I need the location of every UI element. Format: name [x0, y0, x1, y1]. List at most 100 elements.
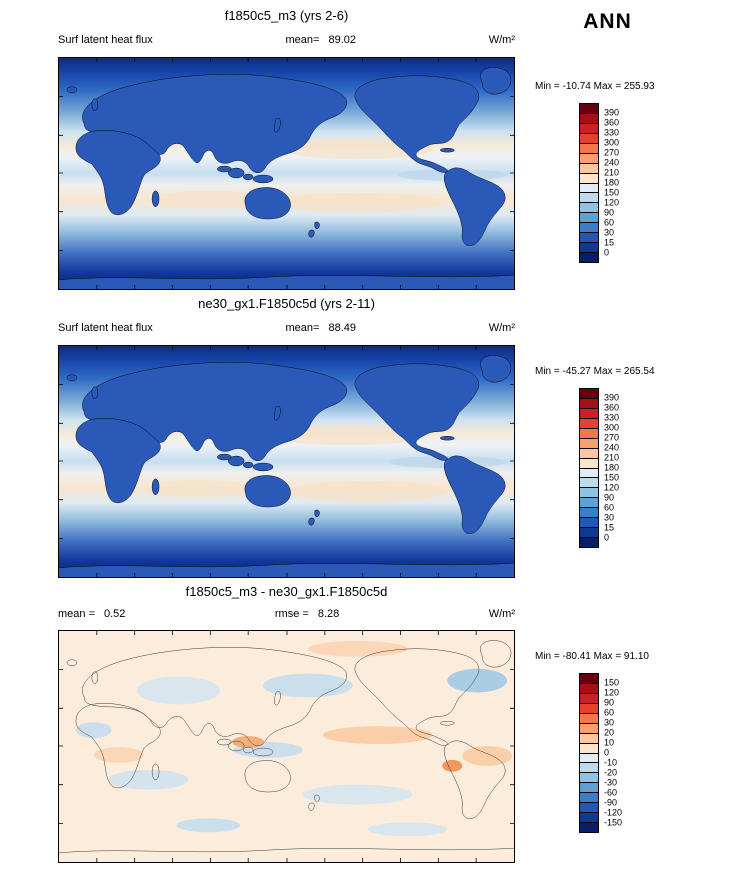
colorbar-tick-label: 360: [604, 402, 620, 413]
colorbar-tick-label: 120: [604, 687, 620, 698]
panel2-mean-label: mean=: [285, 322, 320, 334]
panel1-mean-label: mean=: [285, 34, 320, 46]
colorbar-segment: [580, 458, 598, 469]
panel2-colorbar: 390 360 330 300 270 240 210 180 150 120 90 60 30 15 0: [579, 388, 619, 548]
colorbar-tick-label: 60: [604, 217, 615, 228]
colorbar-segment: [580, 213, 598, 224]
colorbar-segment: [580, 813, 598, 824]
panel2-title: ne30_gx1.F1850c5d (yrs 2-11): [198, 296, 375, 311]
colorbar-segment: [580, 143, 598, 154]
colorbar-tick-label: 0: [604, 747, 610, 758]
panel3-rmse-value: 8.28: [317, 608, 340, 620]
colorbar-tick-label: -10: [604, 757, 618, 768]
colorbar-tick-label: 180: [604, 462, 620, 473]
panel2-mean-value: 88.49: [328, 322, 356, 334]
panel1-minmax: Min = -10.74 Max = 255.93: [535, 81, 655, 92]
colorbar-segment: [580, 674, 598, 684]
colorbar-tick-label: -60: [604, 787, 618, 798]
colorbar-tick-label: 240: [604, 157, 620, 168]
colorbar-tick-label: -30: [604, 777, 618, 788]
colorbar-segment: [580, 153, 598, 164]
panel1-stats-row: Surf latent heat flux mean= 89.02 W/m²: [58, 34, 515, 46]
panel2-units: W/m²: [488, 322, 515, 334]
colorbar-segment: [580, 508, 598, 519]
panel3-rmse-label: rmse =: [274, 608, 309, 620]
colorbar-segment: [580, 183, 598, 194]
colorbar-segment: [580, 723, 598, 734]
colorbar-tick-label: 330: [604, 412, 620, 423]
colorbar-tick-label: 270: [604, 432, 620, 443]
colorbar-tick-label: 30: [604, 717, 615, 728]
colorbar-labels: 390 360 330 300 270 240 210 180 150 120 90 60 30 15 0: [604, 103, 644, 263]
colorbar-segment: [580, 528, 598, 539]
colorbar-segments: [579, 103, 599, 263]
colorbar-segment: [580, 753, 598, 764]
colorbar-segment: [580, 203, 598, 214]
colorbar-segment: [580, 468, 598, 479]
panel2-stats-row: Surf latent heat flux mean= 88.49 W/m²: [58, 322, 515, 334]
difference-anomaly-blobs: [75, 640, 513, 837]
colorbar-segment: [580, 518, 598, 529]
colorbar-tick-label: 210: [604, 167, 620, 178]
colorbar-tick-label: 150: [604, 187, 620, 198]
colorbar-segment: [580, 743, 598, 754]
colorbar-tick-label: 60: [604, 502, 615, 513]
colorbar-segment: [580, 783, 598, 794]
panel3-stats-row: mean = 0.52 rmse = 8.28 W/m²: [58, 608, 515, 620]
colorbar-tick-label: 90: [604, 207, 615, 218]
colorbar-tick-label: -120: [604, 807, 623, 818]
colorbar-tick-label: -150: [604, 817, 623, 828]
colorbar-segment: [580, 398, 598, 409]
colorbar-tick-label: 150: [604, 472, 620, 483]
colorbar-tick-label: 30: [604, 227, 615, 238]
colorbar-segment: [580, 223, 598, 234]
colorbar-tick-label: -90: [604, 797, 618, 808]
colorbar-segment: [580, 538, 598, 547]
colorbar-tick-label: 20: [604, 727, 615, 738]
colorbar-segment: [580, 478, 598, 489]
colorbar-segment: [580, 793, 598, 804]
colorbar-segment: [580, 418, 598, 429]
colorbar-tick-label: 90: [604, 697, 615, 708]
colorbar-tick-label: 300: [604, 422, 620, 433]
colorbar-tick-label: 390: [604, 392, 620, 403]
panel2-map: [58, 345, 515, 578]
colorbar-tick-label: 150: [604, 677, 620, 688]
colorbar-tick-label: 210: [604, 452, 620, 463]
colorbar-tick-label: -20: [604, 767, 618, 778]
colorbar-segment: [580, 193, 598, 204]
colorbar-segment: [580, 253, 598, 262]
colorbar-tick-label: 390: [604, 107, 620, 118]
panel1-title: f1850c5_m3 (yrs 2-6): [224, 8, 349, 23]
colorbar-segment: [580, 173, 598, 184]
colorbar-tick-label: 15: [604, 237, 615, 248]
colorbar-tick-label: 330: [604, 127, 620, 138]
world-map-model2: [59, 346, 514, 577]
colorbar-segments: [579, 673, 599, 833]
colorbar-tick-label: 120: [604, 482, 620, 493]
colorbar-tick-label: 180: [604, 177, 620, 188]
colorbar-segment: [580, 803, 598, 814]
colorbar-segment: [580, 389, 598, 399]
colorbar-segment: [580, 408, 598, 419]
colorbar-segment: [580, 233, 598, 244]
panel3-mean-label: mean =: [58, 608, 95, 620]
panel1-mean: mean= 89.02: [286, 34, 356, 46]
panel2-mean: mean= 88.49: [286, 322, 356, 334]
panel1-map: [58, 57, 515, 290]
colorbar-labels: 150 120 90 60 30 20 10 0 -10 -20 -30 -60 -90 -120 -150: [604, 673, 644, 833]
colorbar-segment: [580, 243, 598, 254]
colorbar-tick-label: 10: [604, 737, 615, 748]
panel1-variable-label: Surf latent heat flux: [58, 34, 153, 46]
panel1-colorbar: 390 360 330 300 270 240 210 180 150 120 90 60 30 15 0: [579, 103, 619, 263]
panel3-minmax: Min = -80.41 Max = 91.10: [535, 651, 649, 662]
colorbar-labels: 390 360 330 300 270 240 210 180 150 120 90 60 30 15 0: [604, 388, 644, 548]
panel3-colorbar: 150 120 90 60 30 20 10 0 -10 -20 -30 -60 -90 -120 -150: [579, 673, 622, 833]
panel3-mean-value: 0.52: [104, 608, 126, 620]
colorbar-segment: [580, 733, 598, 744]
colorbar-segment: [580, 713, 598, 724]
colorbar-tick-label: 240: [604, 442, 620, 453]
world-map-model1: [59, 58, 514, 289]
panel1-mean-value: 89.02: [328, 34, 356, 46]
colorbar-tick-label: 0: [604, 247, 610, 258]
